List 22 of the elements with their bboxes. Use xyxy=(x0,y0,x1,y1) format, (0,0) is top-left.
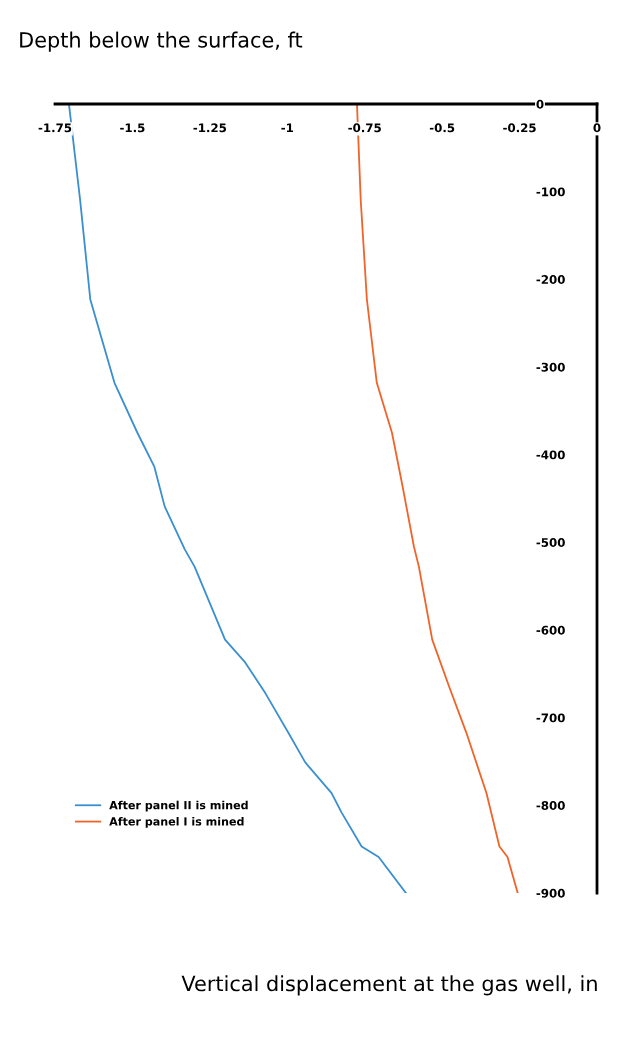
x-tick-label: 0 xyxy=(593,123,601,133)
legend-label: After panel II is mined xyxy=(109,800,248,812)
y-tick-label: 0 xyxy=(536,99,544,109)
y-tick-label: -100 xyxy=(536,187,565,197)
x-axis-title: Vertical displacement at the gas well, in xyxy=(181,975,597,996)
y-tick-label: -800 xyxy=(536,801,565,810)
x-tick-label: -1.75 xyxy=(38,123,72,133)
legend-label: After panel I is mined xyxy=(109,817,244,828)
y-tick-label: -600 xyxy=(536,625,565,635)
x-tick-label: -0.5 xyxy=(429,123,455,133)
x-tick-label: -1.5 xyxy=(120,123,145,133)
y-tick-label: -500 xyxy=(536,538,565,547)
y-tick-label: -700 xyxy=(536,713,565,723)
x-tick-label: -1 xyxy=(281,123,294,133)
y-tick-label: -300 xyxy=(536,362,565,372)
y-tick-label: -900 xyxy=(536,888,565,898)
y-axis-title: Depth below the surface, ft xyxy=(20,31,303,52)
y-tick-label: -200 xyxy=(536,275,565,284)
x-tick-label: -0.75 xyxy=(348,123,381,133)
x-tick-label: -1.25 xyxy=(193,123,227,133)
y-tick-label: -400 xyxy=(536,450,565,460)
x-tick-label: -0.25 xyxy=(503,123,536,133)
